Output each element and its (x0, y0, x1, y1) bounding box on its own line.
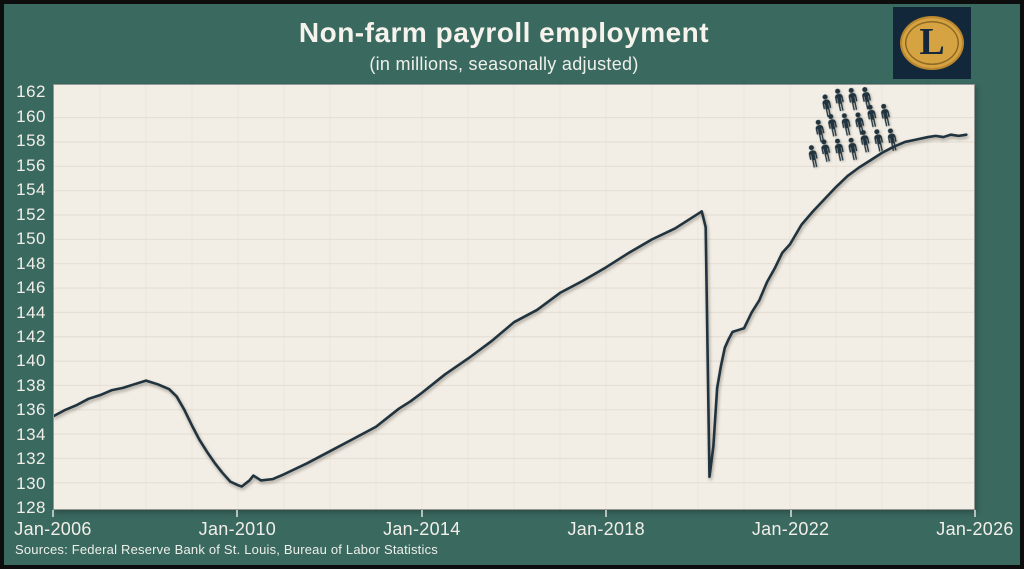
x-tick-mark (974, 510, 976, 517)
person-icon (865, 103, 879, 128)
plot-area (53, 84, 975, 510)
y-tick-label-156: 156 (16, 155, 46, 175)
y-axis: 128 130 132 134 136 138 140 142 144 146 148 150 152 1… (4, 82, 48, 517)
source-note: Sources: Federal Reserve Bank of St. Lou… (15, 542, 438, 557)
x-tick-label-Jan-2010: Jan-2010 (198, 519, 277, 539)
person-icon (886, 127, 899, 152)
x-tick-mark (605, 510, 608, 517)
y-tick-label-146: 146 (16, 278, 46, 297)
x-tick-label-Jan-2014: Jan-2014 (383, 519, 461, 539)
y-tick-label-162: 162 (16, 82, 46, 102)
page-subtitle: (in millions, seasonally adjusted) (369, 54, 639, 74)
x-tick-mark (236, 510, 239, 517)
person-icon (846, 87, 860, 111)
y-tick-label-138: 138 (16, 375, 46, 395)
person-icon (872, 128, 885, 153)
x-tick-mark (52, 510, 54, 517)
person-icon (813, 119, 827, 143)
logo-gold-ellipse-icon: L (900, 16, 964, 70)
person-icon (858, 129, 872, 153)
y-tick-label-158: 158 (16, 131, 46, 151)
x-tick-mark (789, 510, 792, 517)
gridlines (54, 85, 974, 509)
y-tick-label-130: 130 (16, 473, 46, 493)
x-axis: Jan-2006 Jan-2010 Jan-2014 Jan-2018 Jan-2022… (4, 510, 1020, 550)
y-tick-label-154: 154 (16, 180, 46, 200)
x-tick-mark (420, 510, 423, 517)
y-tick-label-140: 140 (16, 351, 46, 371)
x-tick-label-Jan-2018: Jan-2018 (567, 519, 645, 539)
brand-logo: L (893, 7, 971, 79)
y-tick-label-142: 142 (16, 326, 46, 346)
person-icon (833, 87, 846, 112)
y-tick-label-144: 144 (16, 302, 46, 322)
y-tick-label-160: 160 (16, 106, 46, 126)
x-tick-label-Jan-2022: Jan-2022 (751, 519, 830, 539)
crowd-of-people-icons (807, 86, 899, 169)
y-tick-label-150: 150 (16, 229, 46, 249)
payroll-line (54, 133, 968, 488)
person-icon (879, 103, 892, 127)
person-icon (826, 113, 839, 137)
person-icon (807, 144, 820, 169)
y-tick-label-136: 136 (16, 400, 46, 420)
person-icon (820, 93, 833, 118)
payroll-line-chart (54, 85, 974, 509)
y-tick-label-128: 128 (16, 498, 46, 518)
y-tick-label-134: 134 (16, 424, 46, 444)
person-icon (846, 137, 860, 161)
x-tick-label-Jan-2026: Jan-2026 (936, 519, 1014, 539)
page-title: Non-farm payroll employment (298, 17, 710, 48)
y-tick-label-152: 152 (16, 204, 46, 224)
x-tick-label-Jan-2006: Jan-2006 (14, 519, 92, 539)
y-tick-label-148: 148 (16, 253, 46, 273)
logo-letter: L (919, 21, 945, 63)
person-icon (840, 112, 853, 137)
y-tick-label-132: 132 (16, 449, 46, 469)
